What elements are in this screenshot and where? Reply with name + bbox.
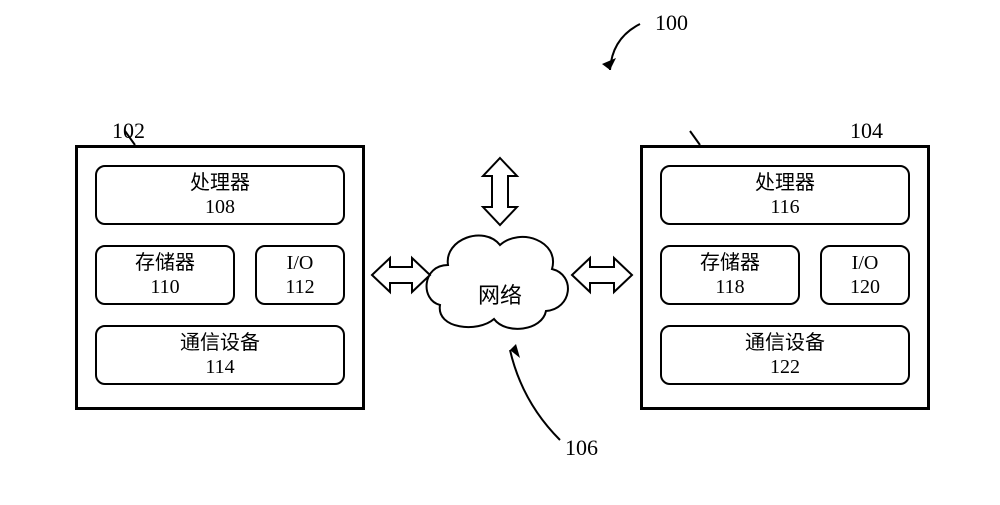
- cloud-ref-label: 106: [565, 435, 598, 461]
- component-right-mem: 存储器118: [660, 245, 800, 305]
- block-ref-right: 104: [850, 118, 883, 144]
- component-right-io: I/O120: [820, 245, 910, 305]
- component-left-io: I/O112: [255, 245, 345, 305]
- component-ref: 110: [150, 275, 179, 299]
- component-left-comm: 通信设备114: [95, 325, 345, 385]
- component-right-cpu: 处理器116: [660, 165, 910, 225]
- component-label: 处理器: [755, 171, 815, 195]
- component-ref: 116: [770, 195, 799, 219]
- component-ref: 122: [770, 355, 800, 379]
- component-ref: 118: [715, 275, 744, 299]
- network-label: 网络: [478, 278, 522, 310]
- component-left-mem: 存储器110: [95, 245, 235, 305]
- component-label: I/O: [287, 251, 314, 275]
- diagram-ref-label: 100: [655, 10, 688, 36]
- diagram-ref-pointer: [610, 24, 640, 70]
- component-label: 处理器: [190, 171, 250, 195]
- component-right-comm: 通信设备122: [660, 325, 910, 385]
- component-label: I/O: [852, 251, 879, 275]
- component-label: 通信设备: [745, 331, 825, 355]
- block-ref-left: 102: [112, 118, 145, 144]
- component-label: 存储器: [135, 251, 195, 275]
- component-ref: 114: [205, 355, 234, 379]
- component-left-cpu: 处理器108: [95, 165, 345, 225]
- component-label: 存储器: [700, 251, 760, 275]
- component-label: 通信设备: [180, 331, 260, 355]
- double-arrow-left-to-cloud: [372, 258, 430, 292]
- component-ref: 108: [205, 195, 235, 219]
- component-ref: 112: [285, 275, 314, 299]
- component-ref: 120: [850, 275, 880, 299]
- double-arrow-top-to-cloud: [483, 158, 517, 225]
- double-arrow-cloud-to-right: [572, 258, 632, 292]
